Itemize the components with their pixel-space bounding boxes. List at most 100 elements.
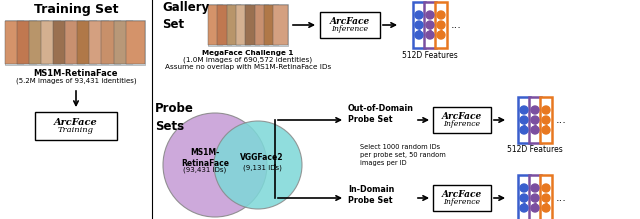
Circle shape — [542, 204, 550, 212]
FancyBboxPatch shape — [67, 22, 84, 64]
FancyBboxPatch shape — [113, 21, 133, 64]
Text: (9,131 IDs): (9,131 IDs) — [243, 165, 282, 171]
FancyBboxPatch shape — [518, 175, 530, 219]
Text: Assume no overlap with MS1M-RetinaFace IDs: Assume no overlap with MS1M-RetinaFace I… — [165, 64, 331, 70]
Circle shape — [426, 11, 434, 19]
Ellipse shape — [163, 113, 267, 217]
FancyBboxPatch shape — [78, 22, 97, 64]
Circle shape — [542, 126, 550, 134]
FancyBboxPatch shape — [540, 97, 552, 143]
FancyBboxPatch shape — [54, 22, 73, 64]
Circle shape — [531, 116, 539, 124]
Circle shape — [531, 194, 539, 202]
FancyBboxPatch shape — [529, 97, 541, 143]
FancyBboxPatch shape — [540, 175, 552, 219]
Text: (5.2M images of 93,431 identities): (5.2M images of 93,431 identities) — [16, 78, 136, 84]
Text: Training Set: Training Set — [34, 2, 118, 16]
Text: 512D Features: 512D Features — [402, 51, 458, 60]
FancyBboxPatch shape — [246, 6, 260, 45]
FancyBboxPatch shape — [228, 6, 241, 45]
Text: ...: ... — [451, 20, 462, 30]
Text: Training: Training — [58, 126, 94, 134]
Text: ...: ... — [556, 193, 567, 203]
FancyBboxPatch shape — [102, 22, 121, 64]
Circle shape — [542, 106, 550, 114]
FancyBboxPatch shape — [209, 6, 223, 45]
Text: ...: ... — [556, 115, 567, 125]
Text: MS1M-
RetinaFace: MS1M- RetinaFace — [181, 148, 229, 168]
FancyBboxPatch shape — [6, 22, 24, 64]
FancyBboxPatch shape — [245, 5, 260, 45]
FancyBboxPatch shape — [29, 21, 49, 64]
Text: MegaFace Challenge 1: MegaFace Challenge 1 — [202, 50, 294, 56]
FancyBboxPatch shape — [227, 5, 241, 45]
FancyBboxPatch shape — [35, 112, 117, 140]
FancyBboxPatch shape — [255, 5, 269, 45]
Text: ArcFace: ArcFace — [54, 118, 98, 127]
FancyBboxPatch shape — [102, 21, 121, 64]
FancyBboxPatch shape — [265, 6, 278, 45]
Text: Gallery
Set: Gallery Set — [162, 2, 209, 30]
FancyBboxPatch shape — [424, 2, 436, 48]
Ellipse shape — [214, 121, 302, 209]
Circle shape — [531, 204, 539, 212]
Circle shape — [520, 194, 528, 202]
FancyBboxPatch shape — [433, 185, 491, 211]
Text: 512D Features: 512D Features — [507, 145, 563, 154]
FancyBboxPatch shape — [18, 22, 36, 64]
Text: Out-of-Domain
Probe Set: Out-of-Domain Probe Set — [348, 104, 414, 124]
Circle shape — [426, 31, 434, 39]
FancyBboxPatch shape — [218, 6, 232, 45]
Text: (1.0M images of 690,572 identities): (1.0M images of 690,572 identities) — [184, 57, 312, 63]
FancyBboxPatch shape — [17, 21, 36, 64]
Circle shape — [437, 21, 445, 29]
FancyBboxPatch shape — [5, 20, 145, 65]
Circle shape — [520, 184, 528, 192]
FancyBboxPatch shape — [90, 21, 109, 64]
Circle shape — [415, 31, 423, 39]
FancyBboxPatch shape — [127, 22, 145, 64]
Text: ArcFace: ArcFace — [442, 112, 482, 121]
Circle shape — [531, 184, 539, 192]
Circle shape — [520, 204, 528, 212]
Circle shape — [531, 106, 539, 114]
FancyBboxPatch shape — [435, 2, 447, 48]
FancyBboxPatch shape — [237, 6, 251, 45]
Text: Select 1000 random IDs
per probe set, 50 random
images per ID: Select 1000 random IDs per probe set, 50… — [360, 144, 445, 166]
FancyBboxPatch shape — [273, 5, 288, 45]
Circle shape — [415, 21, 423, 29]
Text: In-Domain
Probe Set: In-Domain Probe Set — [348, 185, 394, 205]
Circle shape — [437, 11, 445, 19]
Circle shape — [520, 126, 528, 134]
FancyBboxPatch shape — [218, 5, 232, 45]
FancyBboxPatch shape — [5, 21, 24, 64]
Circle shape — [415, 11, 423, 19]
FancyBboxPatch shape — [529, 175, 541, 219]
FancyBboxPatch shape — [115, 22, 133, 64]
FancyBboxPatch shape — [42, 22, 61, 64]
Text: Inference: Inference — [332, 25, 369, 33]
Text: (93,431 IDs): (93,431 IDs) — [184, 167, 227, 173]
FancyBboxPatch shape — [53, 21, 73, 64]
Text: Probe
Sets: Probe Sets — [155, 102, 194, 134]
FancyBboxPatch shape — [236, 5, 251, 45]
Circle shape — [426, 21, 434, 29]
Text: ArcFace: ArcFace — [330, 17, 370, 26]
FancyBboxPatch shape — [77, 21, 97, 64]
Text: Inference: Inference — [444, 120, 481, 128]
FancyBboxPatch shape — [90, 22, 109, 64]
FancyBboxPatch shape — [41, 21, 61, 64]
Circle shape — [542, 116, 550, 124]
Circle shape — [437, 31, 445, 39]
Circle shape — [531, 126, 539, 134]
FancyBboxPatch shape — [30, 22, 49, 64]
Circle shape — [520, 116, 528, 124]
Text: MS1M-RetinaFace: MS1M-RetinaFace — [34, 69, 118, 78]
FancyBboxPatch shape — [320, 12, 380, 38]
FancyBboxPatch shape — [413, 2, 425, 48]
FancyBboxPatch shape — [65, 21, 84, 64]
FancyBboxPatch shape — [208, 4, 288, 46]
FancyBboxPatch shape — [264, 5, 278, 45]
FancyBboxPatch shape — [256, 6, 269, 45]
Circle shape — [520, 106, 528, 114]
